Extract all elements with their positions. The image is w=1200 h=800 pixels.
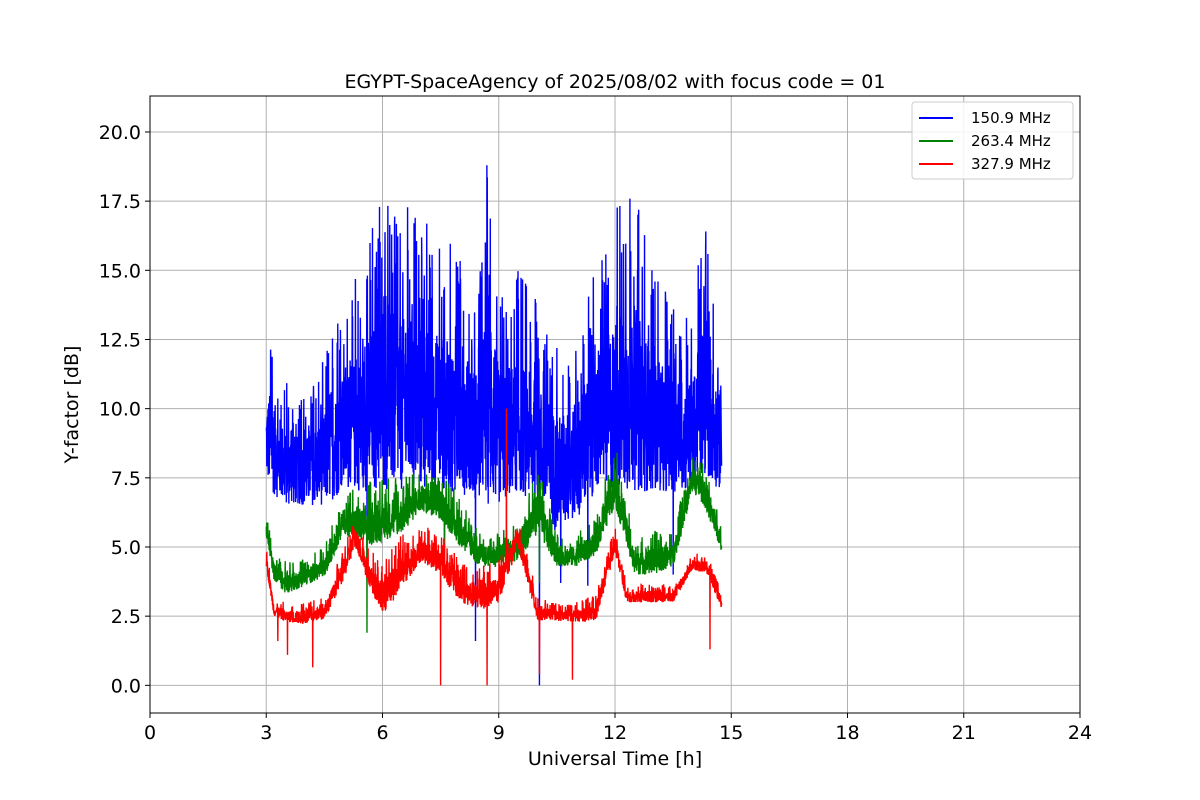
chart-title: EGYPT-SpaceAgency of 2025/08/02 with foc… (345, 71, 886, 93)
y-tick-label: 5.0 (111, 537, 141, 559)
x-axis-label: Universal Time [h] (528, 748, 702, 770)
legend-box (911, 101, 1074, 180)
x-tick-label: 21 (952, 722, 976, 744)
legend-label-3: 327.9 MHz (971, 155, 1051, 173)
series-line-1 (265, 165, 723, 686)
x-tick-label: 0 (144, 722, 156, 744)
x-tick-label: 9 (493, 722, 505, 744)
series-layer (265, 165, 723, 686)
x-tick-label: 12 (603, 722, 627, 744)
y-axis-label: Y-factor [dB] (61, 346, 83, 465)
x-tick-label: 15 (719, 722, 743, 744)
legend-label-2: 263.4 MHz (971, 132, 1051, 150)
y-tick-label: 2.5 (111, 606, 141, 628)
x-tick-label: 18 (835, 722, 859, 744)
series-line-3 (265, 408, 723, 686)
legend: 150.9 MHz 263.4 MHz 327.9 MHz (911, 101, 1074, 180)
y-tick-label: 0.0 (111, 675, 141, 697)
y-tick-label: 12.5 (99, 329, 141, 351)
x-tick-label: 6 (376, 722, 388, 744)
x-tick-label: 24 (1068, 722, 1092, 744)
x-tick-label: 3 (260, 722, 272, 744)
y-tick-label: 15.0 (99, 260, 141, 282)
legend-label-1: 150.9 MHz (971, 109, 1051, 127)
y-tick-label: 10.0 (99, 399, 141, 421)
y-tick-label: 7.5 (111, 468, 141, 490)
y-tick-label: 17.5 (99, 191, 141, 213)
x-ticks: 0 3 6 9 12 15 18 21 24 (144, 713, 1092, 744)
y-tick-label: 20.0 (99, 122, 141, 144)
series-line-2 (265, 452, 723, 633)
y-ticks: 0.0 2.5 5.0 7.5 10.0 12.5 15.0 17.5 20.0 (99, 122, 150, 697)
